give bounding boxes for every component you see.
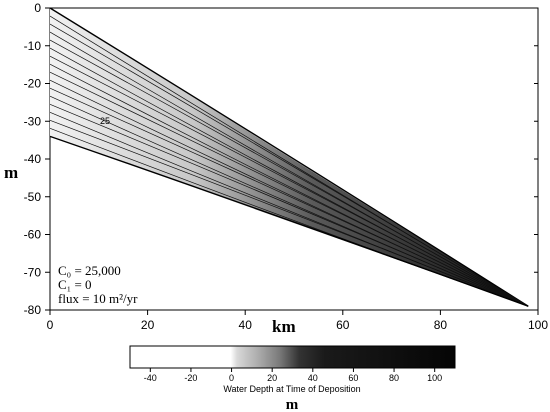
stratum-line [49,103,529,307]
colorbar-tick-label: -40 [144,373,157,383]
stratum-line [49,23,529,307]
cross-section-plot: 0 -10 -20 -30 -40 -50 -60 -70 -80 0 20 40 60 80 100 2… [4,1,548,336]
y-axis-label: m [4,163,18,182]
contour-label: 25 [100,116,110,126]
x-tick-label: 100 [528,318,548,332]
y-tick-label: -30 [24,114,42,128]
strata-lines [49,7,529,307]
y-tick-label: -80 [24,303,42,317]
annotation-flux: flux = 10 m²/yr [58,291,138,306]
stratum-line [49,87,529,307]
x-tick-label: 80 [434,318,448,332]
depth-colorbar: -40 -20 0 20 40 60 80 100 Water Depth at Time o… [129,345,456,412]
stratum-line [49,119,529,307]
colorbar-tick-label: 40 [308,373,318,383]
y-tick-label: -60 [24,228,42,242]
colorbar-tick-label: -20 [184,373,197,383]
stratum-line [49,71,529,307]
y-tick-label: -20 [24,77,42,91]
annotation-c0: C₀ = 25,000 [58,263,121,278]
x-tick-label: 20 [141,318,155,332]
annotation-c1: C₁ = 0 [58,277,92,292]
stratum-line [49,135,529,307]
stratum-line [49,7,529,307]
y-tick-label: -50 [24,190,42,204]
x-tick-label: 0 [47,318,54,332]
colorbar-label: Water Depth at Time of Deposition [223,384,360,394]
y-tick-label: 0 [34,1,41,15]
stratum-line [49,55,529,307]
stratum-line [49,39,529,307]
colorbar-unit: m [286,397,299,412]
colorbar-tick-label: 60 [348,373,358,383]
x-axis-ticks: 0 20 40 60 80 100 [47,310,548,332]
colorbar-tick-label: 100 [427,373,442,383]
y-tick-label: -70 [24,265,42,279]
colorbar-gradient [129,345,456,369]
y-axis-ticks: 0 -10 -20 -30 -40 -50 -60 -70 -80 [24,1,538,317]
colorbar-tick-label: 20 [267,373,277,383]
colorbar-tick-label: 0 [229,373,234,383]
y-tick-label: -10 [24,39,42,53]
x-axis-label: km [272,317,296,336]
colorbar-ticks: -40 -20 0 20 40 60 80 100 [144,368,442,383]
colorbar-tick-label: 80 [389,373,399,383]
x-tick-label: 40 [239,318,253,332]
y-tick-label: -40 [24,152,42,166]
x-tick-label: 60 [336,318,350,332]
